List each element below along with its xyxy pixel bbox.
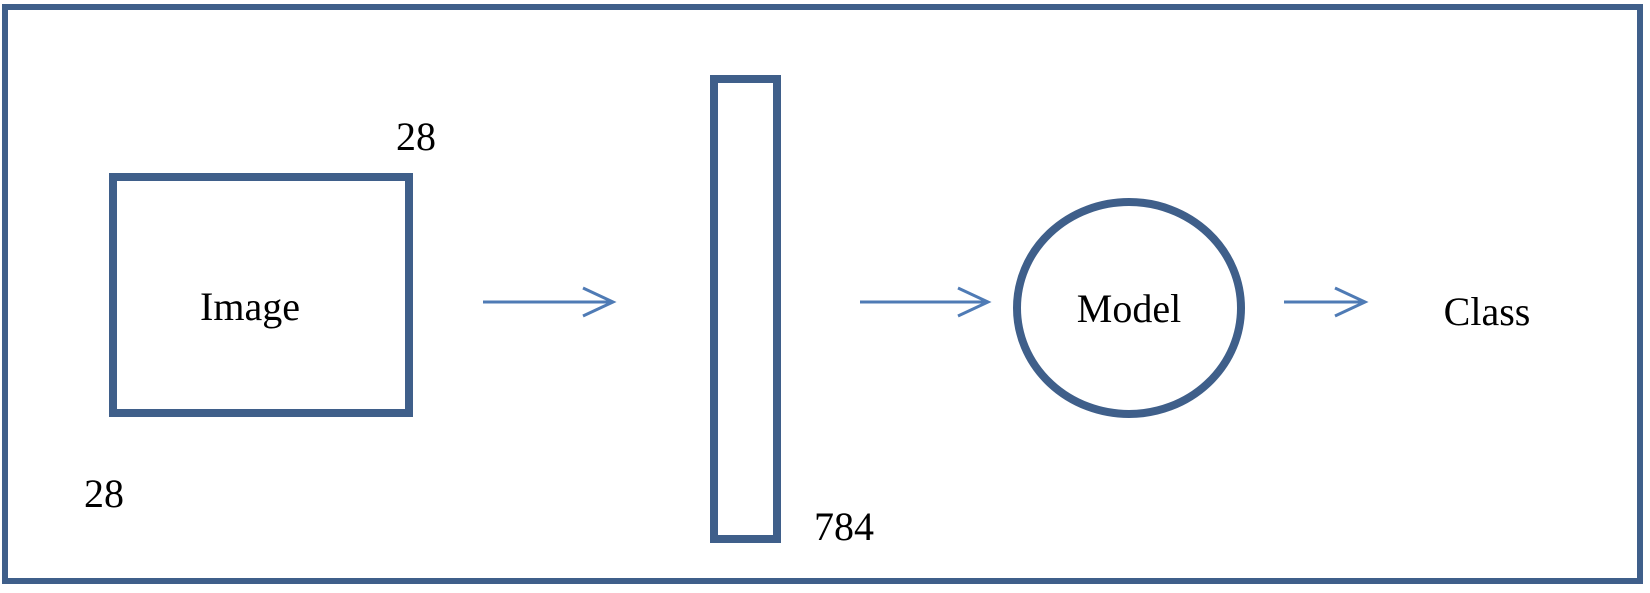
image-box xyxy=(109,173,413,417)
vector-box xyxy=(710,75,781,543)
diagram-frame xyxy=(2,4,1643,584)
model-label: Model xyxy=(1077,286,1181,331)
image-label: Image xyxy=(200,284,300,329)
vector-length-label: 784 xyxy=(814,504,874,549)
image-height-label: 28 xyxy=(84,471,124,516)
model-node xyxy=(1013,198,1245,418)
class-label: Class xyxy=(1444,289,1531,334)
image-width-label: 28 xyxy=(396,114,436,159)
